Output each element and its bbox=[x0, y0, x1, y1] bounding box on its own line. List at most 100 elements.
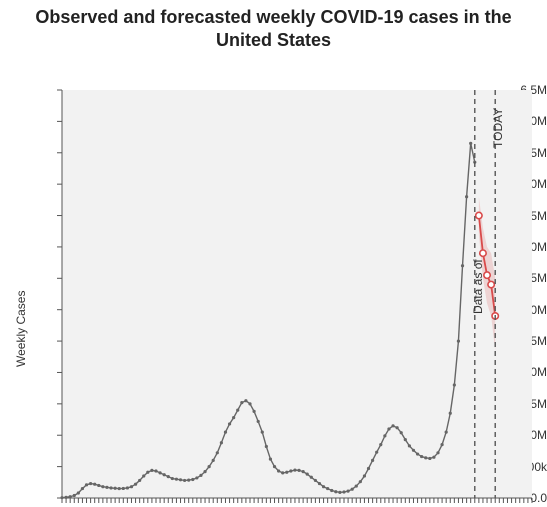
observed-point bbox=[232, 416, 235, 419]
observed-point bbox=[326, 487, 329, 490]
observed-point bbox=[412, 449, 415, 452]
observed-point bbox=[122, 487, 125, 490]
observed-point bbox=[130, 485, 133, 488]
observed-point bbox=[387, 427, 390, 430]
observed-point bbox=[191, 478, 194, 481]
observed-line bbox=[62, 143, 475, 497]
observed-point bbox=[171, 477, 174, 480]
observed-point bbox=[449, 412, 452, 415]
observed-point bbox=[269, 457, 272, 460]
observed-point bbox=[109, 486, 112, 489]
observed-point bbox=[118, 487, 121, 490]
observed-point bbox=[297, 469, 300, 472]
observed-point bbox=[163, 473, 166, 476]
observed-point bbox=[142, 474, 145, 477]
forecast-point bbox=[480, 250, 486, 256]
observed-point bbox=[252, 410, 255, 413]
observed-point bbox=[85, 483, 88, 486]
observed-point bbox=[81, 487, 84, 490]
observed-point bbox=[114, 487, 117, 490]
observed-point bbox=[322, 485, 325, 488]
observed-point bbox=[216, 451, 219, 454]
observed-point bbox=[420, 455, 423, 458]
observed-point bbox=[146, 471, 149, 474]
today-label: TODAY bbox=[491, 108, 505, 148]
observed-point bbox=[338, 491, 341, 494]
observed-point bbox=[359, 480, 362, 483]
observed-point bbox=[436, 451, 439, 454]
chart-svg bbox=[0, 0, 547, 507]
observed-point bbox=[93, 483, 96, 486]
observed-point bbox=[158, 471, 161, 474]
observed-point bbox=[60, 496, 63, 499]
observed-point bbox=[408, 444, 411, 447]
observed-point bbox=[97, 484, 100, 487]
observed-point bbox=[126, 486, 129, 489]
observed-point bbox=[457, 339, 460, 342]
observed-point bbox=[195, 476, 198, 479]
observed-point bbox=[424, 456, 427, 459]
observed-point bbox=[342, 490, 345, 493]
observed-point bbox=[183, 479, 186, 482]
observed-point bbox=[314, 479, 317, 482]
observed-point bbox=[199, 474, 202, 477]
observed-point bbox=[240, 401, 243, 404]
observed-point bbox=[355, 484, 358, 487]
observed-point bbox=[416, 452, 419, 455]
observed-point bbox=[330, 489, 333, 492]
observed-point bbox=[367, 467, 370, 470]
observed-point bbox=[273, 465, 276, 468]
observed-point bbox=[440, 443, 443, 446]
observed-point bbox=[293, 468, 296, 471]
forecast-point bbox=[488, 281, 494, 287]
observed-point bbox=[379, 443, 382, 446]
observed-point bbox=[212, 459, 215, 462]
observed-point bbox=[69, 495, 72, 498]
observed-point bbox=[302, 470, 305, 473]
observed-point bbox=[396, 426, 399, 429]
observed-point bbox=[248, 402, 251, 405]
observed-point bbox=[187, 479, 190, 482]
forecast-point bbox=[476, 212, 482, 218]
observed-point bbox=[469, 142, 472, 145]
observed-point bbox=[445, 430, 448, 433]
observed-point bbox=[134, 483, 137, 486]
chart-container: Observed and forecasted weekly COVID-19 … bbox=[0, 0, 547, 507]
observed-point bbox=[289, 469, 292, 472]
observed-point bbox=[310, 476, 313, 479]
observed-point bbox=[465, 195, 468, 198]
observed-point bbox=[64, 496, 67, 499]
observed-point bbox=[400, 431, 403, 434]
observed-point bbox=[101, 485, 104, 488]
observed-point bbox=[244, 399, 247, 402]
observed-point bbox=[77, 491, 80, 494]
observed-point bbox=[175, 478, 178, 481]
observed-point bbox=[220, 441, 223, 444]
observed-point bbox=[404, 438, 407, 441]
observed-point bbox=[285, 471, 288, 474]
data-as-of-label: Data as of bbox=[471, 260, 485, 315]
observed-point bbox=[306, 473, 309, 476]
observed-point bbox=[371, 459, 374, 462]
observed-point bbox=[281, 471, 284, 474]
observed-point bbox=[265, 445, 268, 448]
observed-point bbox=[179, 478, 182, 481]
observed-point bbox=[375, 451, 378, 454]
observed-point bbox=[363, 474, 366, 477]
observed-point bbox=[224, 430, 227, 433]
observed-point bbox=[236, 409, 239, 412]
observed-point bbox=[346, 489, 349, 492]
observed-point bbox=[138, 479, 141, 482]
observed-point bbox=[208, 465, 211, 468]
observed-point bbox=[261, 430, 264, 433]
observed-point bbox=[318, 482, 321, 485]
observed-point bbox=[228, 422, 231, 425]
observed-point bbox=[453, 383, 456, 386]
observed-point bbox=[203, 470, 206, 473]
observed-point bbox=[167, 475, 170, 478]
observed-point bbox=[73, 494, 76, 497]
observed-point bbox=[257, 420, 260, 423]
observed-point bbox=[428, 457, 431, 460]
observed-point bbox=[334, 490, 337, 493]
observed-point bbox=[432, 456, 435, 459]
